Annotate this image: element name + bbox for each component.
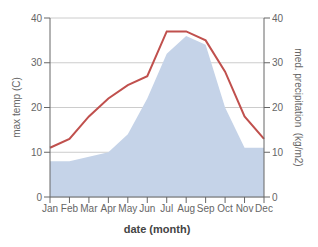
svg-text:max temp (C): max temp (C)	[11, 77, 22, 138]
svg-text:May: May	[118, 203, 137, 214]
svg-text:Mar: Mar	[80, 203, 98, 214]
svg-text:10: 10	[272, 147, 284, 158]
svg-text:40: 40	[31, 13, 43, 24]
svg-text:40: 40	[272, 13, 284, 24]
svg-text:10: 10	[31, 147, 43, 158]
svg-text:Sep: Sep	[197, 203, 215, 214]
svg-text:0: 0	[36, 192, 42, 203]
svg-text:date (month): date (month)	[124, 223, 191, 235]
svg-text:Feb: Feb	[61, 203, 79, 214]
svg-text:20: 20	[31, 102, 43, 113]
svg-text:Aug: Aug	[177, 203, 195, 214]
svg-text:Nov: Nov	[236, 203, 254, 214]
svg-text:0: 0	[272, 192, 278, 203]
svg-text:med. precipitation (kg/m2): med. precipitation (kg/m2)	[293, 48, 304, 166]
svg-text:20: 20	[272, 102, 284, 113]
svg-text:30: 30	[31, 57, 43, 68]
svg-text:Jan: Jan	[42, 203, 58, 214]
svg-text:30: 30	[272, 57, 284, 68]
svg-text:Jun: Jun	[139, 203, 155, 214]
svg-text:Jul: Jul	[160, 203, 173, 214]
svg-text:Apr: Apr	[101, 203, 117, 214]
svg-text:Oct: Oct	[217, 203, 233, 214]
svg-text:Dec: Dec	[255, 203, 273, 214]
